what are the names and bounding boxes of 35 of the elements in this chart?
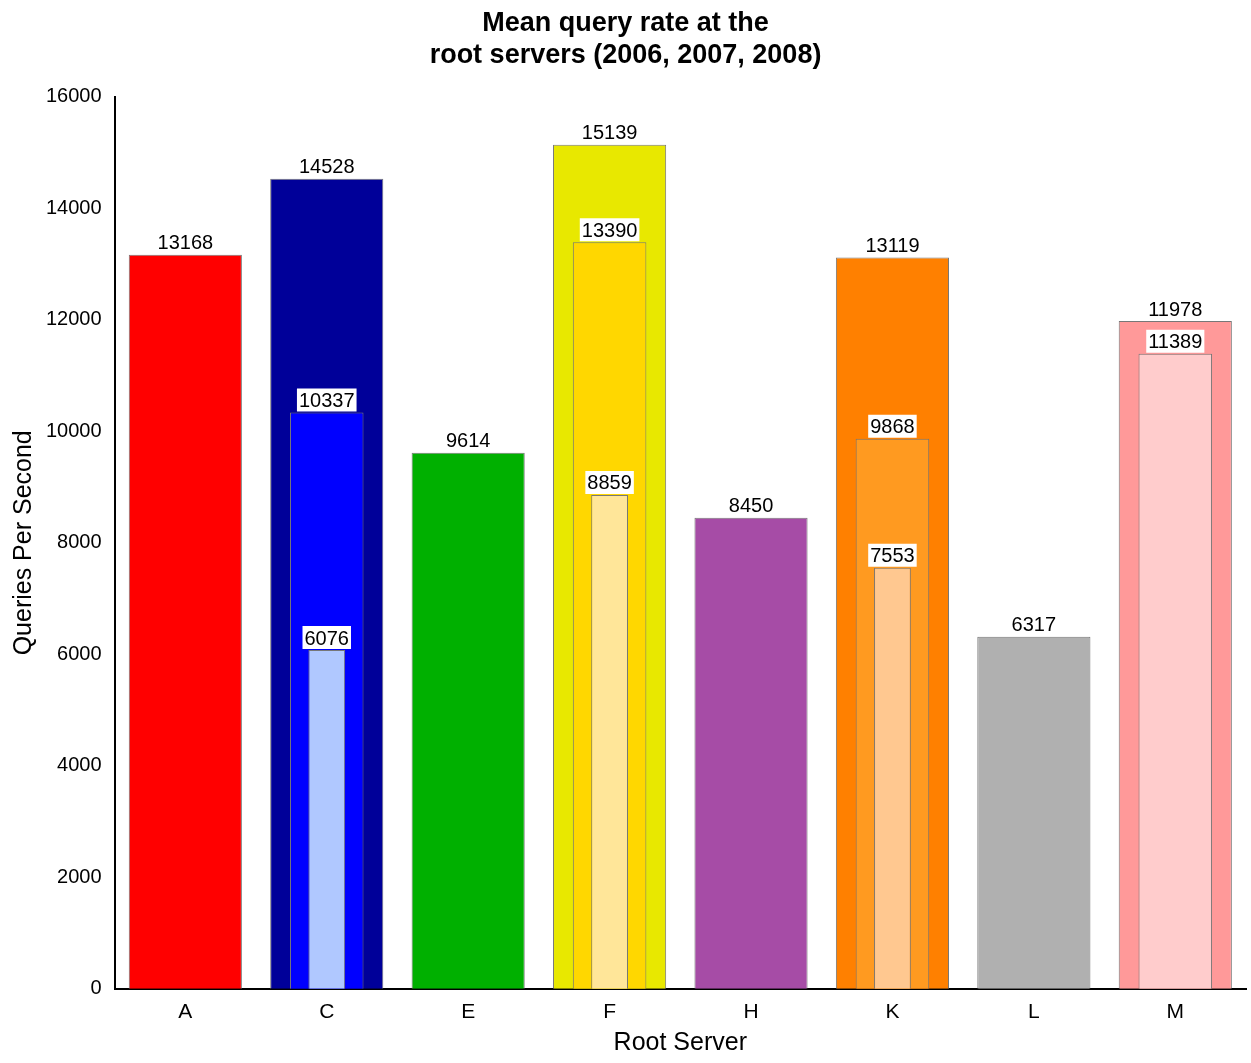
y-tick-label: 14000	[45, 195, 102, 218]
x-tick-label: M	[1166, 999, 1185, 1023]
x-tick-label: F	[603, 999, 617, 1023]
chart-title: Mean query rate at the root servers (2006, 2007, 2008)	[429, 6, 822, 70]
data-label: 6076	[304, 626, 349, 649]
data-label: 14528	[298, 155, 355, 178]
y-tick-label: 6000	[57, 641, 102, 664]
y-tick-label: 4000	[57, 753, 102, 776]
y-tick-label: 12000	[45, 307, 102, 330]
data-label: 7553	[870, 544, 915, 567]
data-label: 9614	[445, 429, 491, 452]
data-label: 13119	[865, 233, 920, 256]
x-tick-label: K	[885, 999, 900, 1023]
data-label: 13390	[581, 218, 638, 241]
x-axis-title: Root Server	[613, 1026, 747, 1055]
data-label: 10337	[298, 389, 355, 412]
data-label: 11389	[1148, 330, 1203, 353]
data-label: 8859	[587, 471, 632, 494]
x-tick-label: A	[178, 999, 193, 1023]
y-tick-label: 0	[90, 976, 102, 999]
data-label: 9868	[870, 415, 915, 438]
x-tick-label: H	[743, 999, 759, 1023]
y-tick-label: 16000	[45, 84, 102, 107]
data-label: 8450	[728, 494, 774, 517]
data-label: 15139	[581, 121, 638, 144]
y-tick-label: 2000	[57, 864, 102, 887]
data-label: 13168	[157, 231, 214, 254]
x-tick-label: L	[1028, 999, 1040, 1023]
x-tick-label: C	[319, 999, 335, 1023]
data-label: 6317	[1011, 613, 1057, 636]
y-axis-title: Queries Per Second	[7, 430, 36, 656]
data-label: 11978	[1148, 297, 1203, 320]
y-tick-label: 8000	[57, 530, 102, 553]
y-tick-label: 10000	[45, 418, 102, 441]
x-tick-label: E	[461, 999, 476, 1023]
